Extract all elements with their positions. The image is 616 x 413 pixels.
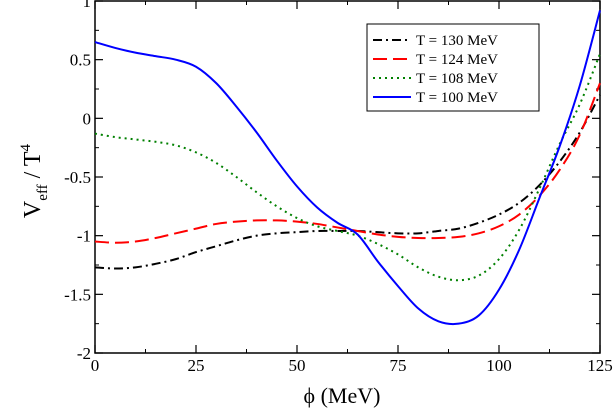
y-axis-title: Veff / T4 [18, 143, 51, 218]
y-tick-label: 1 [83, 0, 92, 11]
legend-label: T = 130 MeV [416, 33, 498, 49]
x-tick-label: 25 [188, 356, 205, 375]
y-axis-title-base: V [20, 200, 46, 218]
y-tick-label: -1.5 [64, 285, 91, 304]
y-axis-title-sub: eff [35, 184, 51, 200]
x-tick-label: 125 [587, 356, 613, 375]
legend: T = 130 MeV T = 124 MeV T = 108 MeV T = 100… [366, 23, 540, 112]
y-tick-label: 0 [83, 109, 92, 128]
x-tick-label: 75 [390, 356, 407, 375]
x-tick-label: 50 [289, 356, 306, 375]
x-tick-label: 100 [486, 356, 512, 375]
series-line [94, 94, 601, 270]
series-layer [94, 10, 601, 326]
y-axis-title-sep: / T [20, 151, 46, 184]
y-axis-title-sup: 4 [18, 143, 34, 151]
y-tick-label: 0.5 [70, 51, 91, 70]
series-line [94, 53, 601, 282]
y-tick-label: -1 [77, 227, 91, 246]
legend-label: T = 108 MeV [416, 71, 498, 87]
x-axis-title: ϕ (MeV) [304, 383, 381, 408]
y-tick-label: -0.5 [64, 168, 91, 187]
y-tick-label: -2 [77, 344, 91, 363]
legend-label: T = 100 MeV [416, 90, 498, 106]
series-line [94, 82, 601, 244]
x-tick-label: 0 [91, 356, 100, 375]
axis-ticks: 0 25 50 75 100 125 -2 -1.5 -1 -0.5 0 0.5 1 [64, 0, 613, 375]
series-line [94, 10, 601, 326]
legend-label: T = 124 MeV [416, 52, 498, 68]
